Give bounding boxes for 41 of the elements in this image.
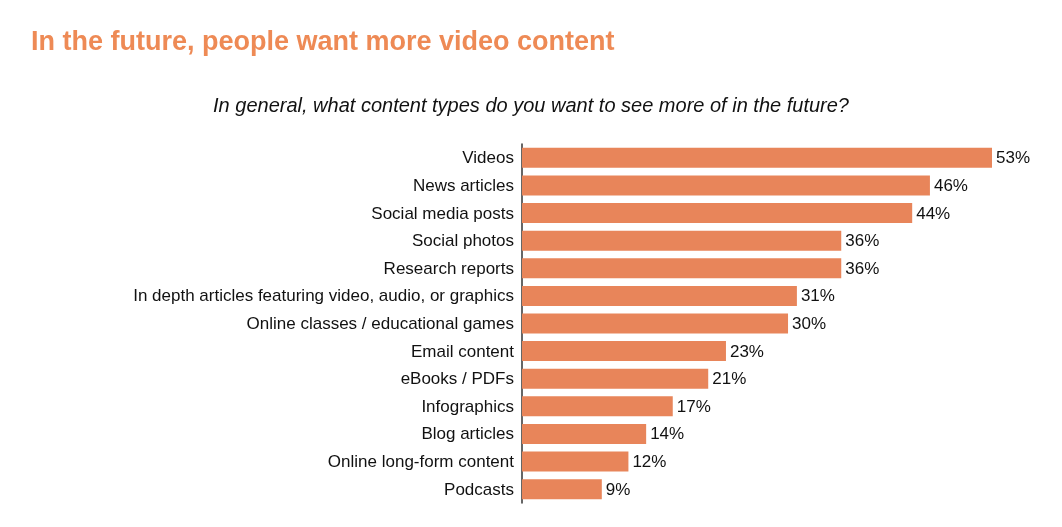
y-tick-label: News articles: [412, 175, 514, 195]
bar: [522, 147, 992, 168]
bar: [522, 368, 709, 389]
data-label: 44%: [916, 203, 951, 223]
data-label: 53%: [996, 148, 1031, 168]
data-label: 12%: [632, 452, 667, 472]
y-tick-label: eBooks / PDFs: [400, 369, 514, 389]
data-label: 36%: [845, 258, 880, 278]
bar: [522, 313, 789, 334]
y-tick-label: Research reports: [383, 258, 514, 278]
data-label: 23%: [729, 341, 764, 361]
data-label: 36%: [845, 231, 880, 251]
bar: [522, 285, 797, 306]
bar: [522, 396, 673, 417]
bar: [522, 479, 602, 500]
y-tick-label: Videos: [462, 148, 514, 168]
y-tick-label: Online classes / educational games: [246, 314, 514, 333]
bar: [522, 451, 629, 472]
y-tick-label: Podcasts: [444, 479, 514, 499]
y-tick-label: Social media posts: [371, 203, 514, 223]
y-tick-label: Email content: [411, 341, 515, 361]
bar: [522, 423, 647, 444]
y-tick-label: Social photos: [411, 231, 514, 251]
bar: [522, 258, 842, 279]
chart-title: In the future, people want more video content: [31, 25, 615, 56]
data-label: 46%: [933, 175, 968, 195]
y-tick-label: Online long-form content: [327, 452, 515, 472]
data-label: 17%: [676, 396, 711, 416]
bar: [522, 341, 726, 362]
y-tick-label: Infographics: [421, 396, 514, 416]
data-label: 31%: [800, 286, 835, 306]
data-label: 21%: [712, 369, 747, 389]
bar: [522, 203, 913, 224]
data-label: 9%: [605, 479, 631, 499]
y-tick-label: In depth articles featuring video, audio, or graphics: [133, 286, 514, 306]
data-label: 14%: [650, 424, 685, 444]
bar: [522, 175, 930, 196]
bar: [522, 230, 842, 251]
chart-subtitle: In general, what content types do you want to see more of in the future?: [213, 94, 850, 116]
data-label: 30%: [792, 314, 827, 333]
y-tick-label: Blog articles: [421, 424, 514, 444]
